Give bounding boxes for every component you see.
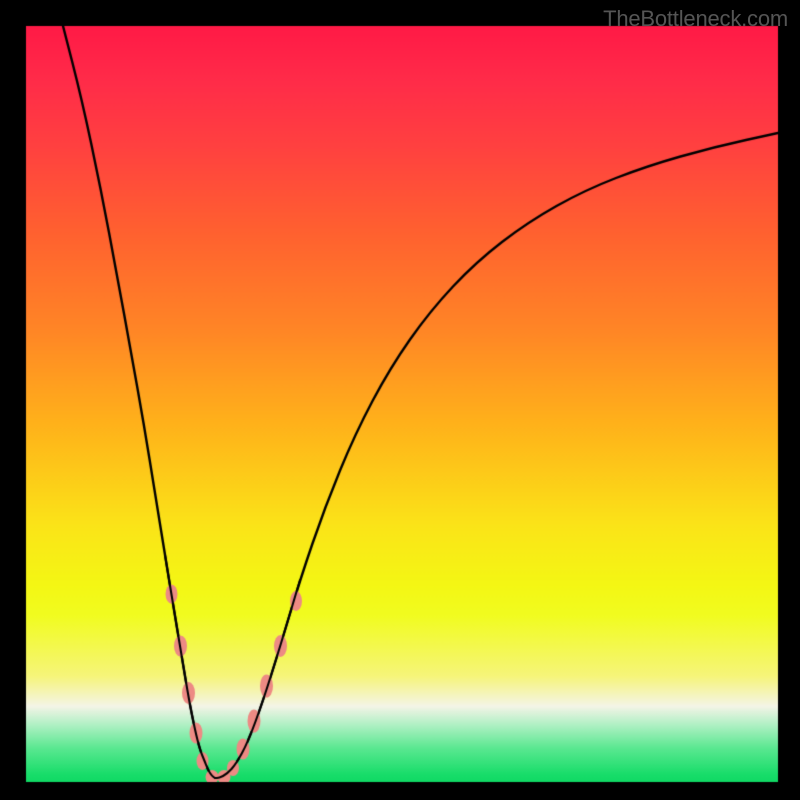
chart-canvas-wrap — [0, 0, 800, 800]
bottleneck-chart-canvas — [0, 0, 800, 800]
watermark-label: TheBottleneck.com — [603, 6, 788, 32]
stage: TheBottleneck.com — [0, 0, 800, 800]
